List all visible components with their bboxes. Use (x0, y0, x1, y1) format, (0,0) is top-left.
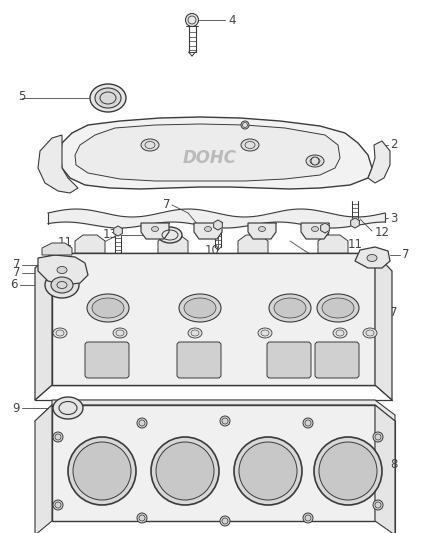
Ellipse shape (306, 155, 324, 167)
Ellipse shape (57, 266, 67, 273)
Ellipse shape (274, 298, 306, 318)
Polygon shape (351, 218, 359, 228)
Text: 9: 9 (13, 401, 20, 415)
Ellipse shape (373, 500, 383, 510)
Ellipse shape (205, 227, 212, 231)
Text: 11: 11 (348, 238, 363, 252)
Polygon shape (75, 235, 105, 253)
Ellipse shape (184, 298, 216, 318)
Polygon shape (375, 405, 395, 533)
Ellipse shape (53, 432, 63, 442)
Text: 7: 7 (13, 259, 20, 271)
Ellipse shape (152, 227, 159, 231)
Ellipse shape (186, 13, 198, 27)
Ellipse shape (137, 513, 147, 523)
Polygon shape (75, 124, 340, 181)
Polygon shape (318, 235, 348, 253)
Text: 7: 7 (248, 246, 259, 259)
Ellipse shape (322, 298, 354, 318)
Text: 12: 12 (375, 227, 390, 239)
Polygon shape (158, 235, 188, 253)
Ellipse shape (53, 328, 67, 338)
Ellipse shape (220, 416, 230, 426)
Ellipse shape (151, 437, 219, 505)
Ellipse shape (113, 328, 127, 338)
Ellipse shape (53, 500, 63, 510)
Ellipse shape (373, 432, 383, 442)
Text: 4: 4 (228, 13, 236, 27)
Polygon shape (35, 253, 52, 400)
Ellipse shape (241, 121, 249, 129)
Polygon shape (52, 253, 375, 385)
Ellipse shape (87, 294, 129, 322)
Polygon shape (35, 405, 52, 533)
Ellipse shape (73, 442, 131, 500)
Ellipse shape (363, 328, 377, 338)
Ellipse shape (239, 442, 297, 500)
Ellipse shape (68, 437, 136, 505)
Polygon shape (60, 117, 372, 189)
Ellipse shape (156, 442, 214, 500)
Text: 13: 13 (103, 229, 118, 241)
Ellipse shape (319, 442, 377, 500)
Text: 5: 5 (18, 90, 25, 102)
Polygon shape (38, 255, 88, 285)
Ellipse shape (258, 227, 265, 231)
Ellipse shape (158, 227, 182, 243)
Ellipse shape (241, 139, 259, 151)
Ellipse shape (179, 294, 221, 322)
Polygon shape (238, 235, 268, 253)
Ellipse shape (333, 328, 347, 338)
Polygon shape (375, 253, 392, 400)
Ellipse shape (234, 437, 302, 505)
Ellipse shape (303, 418, 313, 428)
Polygon shape (114, 226, 122, 236)
Text: 8: 8 (390, 458, 397, 472)
Text: 10: 10 (205, 245, 219, 257)
Polygon shape (355, 247, 390, 268)
FancyBboxPatch shape (85, 342, 129, 378)
Polygon shape (214, 220, 223, 230)
Polygon shape (301, 223, 329, 239)
Text: 7: 7 (162, 198, 170, 212)
Ellipse shape (45, 272, 79, 298)
Ellipse shape (220, 516, 230, 526)
Polygon shape (38, 135, 78, 193)
Ellipse shape (188, 328, 202, 338)
Text: 7: 7 (390, 306, 398, 319)
FancyBboxPatch shape (315, 342, 359, 378)
Ellipse shape (367, 254, 377, 262)
Polygon shape (141, 223, 169, 239)
Ellipse shape (269, 294, 311, 322)
Ellipse shape (258, 328, 272, 338)
Text: DOHC: DOHC (183, 149, 237, 167)
Ellipse shape (311, 157, 319, 165)
Text: 11: 11 (58, 237, 73, 249)
Polygon shape (194, 223, 222, 239)
Ellipse shape (303, 513, 313, 523)
Ellipse shape (92, 298, 124, 318)
Polygon shape (321, 223, 329, 233)
Ellipse shape (141, 139, 159, 151)
Ellipse shape (53, 397, 83, 419)
Text: 7: 7 (13, 266, 20, 279)
Ellipse shape (317, 294, 359, 322)
Polygon shape (248, 223, 276, 239)
Ellipse shape (95, 88, 121, 108)
Text: 2: 2 (390, 139, 398, 151)
FancyBboxPatch shape (177, 342, 221, 378)
Ellipse shape (90, 84, 126, 112)
Ellipse shape (51, 277, 73, 293)
Text: 3: 3 (390, 212, 397, 224)
Polygon shape (42, 243, 72, 255)
Polygon shape (52, 400, 395, 421)
Ellipse shape (314, 437, 382, 505)
Text: 6: 6 (11, 279, 18, 292)
Ellipse shape (311, 227, 318, 231)
Polygon shape (52, 405, 375, 521)
Polygon shape (368, 141, 390, 183)
Ellipse shape (137, 418, 147, 428)
Text: 7: 7 (402, 248, 410, 262)
FancyBboxPatch shape (267, 342, 311, 378)
